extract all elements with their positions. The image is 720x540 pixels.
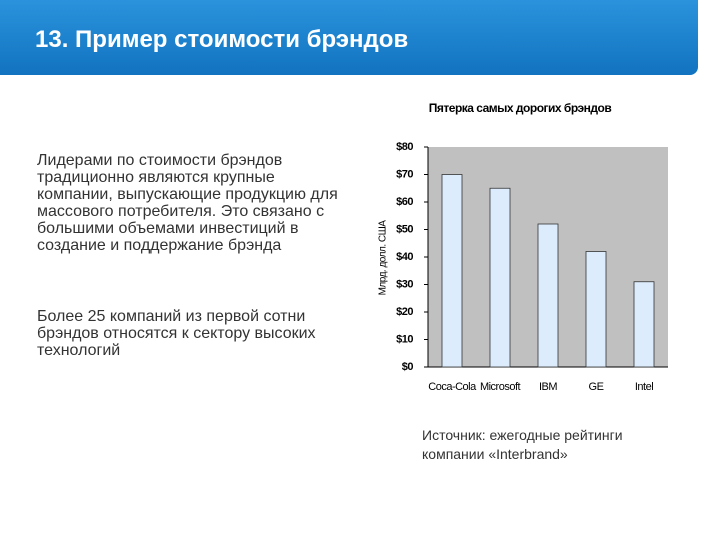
y-tick-label: $10 <box>396 333 413 345</box>
bar <box>537 223 559 368</box>
y-axis-label: Млрд. долл. США <box>378 220 389 296</box>
paragraph: Лидерами по стоимости брэндов традиционн… <box>37 152 338 254</box>
x-tick-label: IBM <box>539 381 557 393</box>
x-tick-label: Intel <box>635 381 653 393</box>
y-tick-label: $20 <box>396 306 413 318</box>
y-tick-label: $50 <box>396 223 413 235</box>
bar <box>441 174 463 368</box>
y-tick-label: $30 <box>396 278 413 290</box>
y-tick-label: $80 <box>396 141 413 153</box>
x-tick-label: Coca-Cola <box>428 381 477 393</box>
y-tick-label: $70 <box>396 168 413 180</box>
paragraph: Более 25 компаний из первой сотни брэндо… <box>37 308 316 359</box>
y-tick-label: $0 <box>402 361 414 373</box>
bar <box>633 281 655 368</box>
source-note: Источник: ежегодные рейтинги компании «I… <box>422 427 623 462</box>
x-tick-label: Microsoft <box>480 381 521 393</box>
y-tick-label: $40 <box>396 251 413 263</box>
y-tick-label: $60 <box>396 196 413 208</box>
chart-title: Пятерка самых дорогих брэндов <box>429 101 612 115</box>
header: 13. Пример стоимости брэндов <box>0 0 698 75</box>
bar <box>489 187 511 368</box>
bar <box>585 251 607 368</box>
x-tick-label: GE <box>589 381 604 393</box>
slide-title: 13. Пример стоимости брэндов <box>35 26 409 53</box>
